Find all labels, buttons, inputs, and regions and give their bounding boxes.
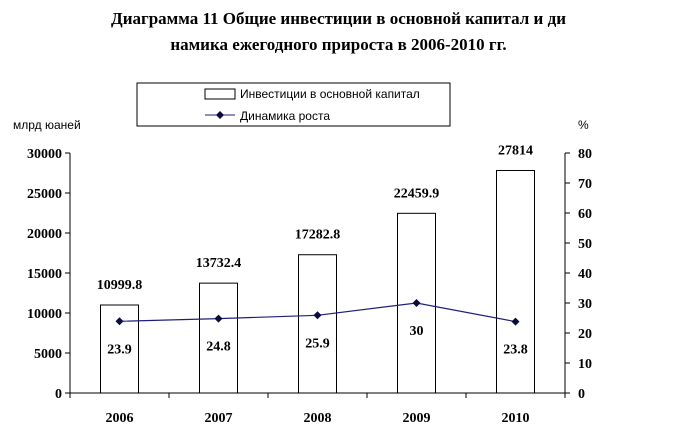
bar [199,282,238,394]
right-tick-label: 20 [578,327,592,342]
bar [496,169,535,394]
line-value-label: 25.9 [305,336,330,351]
data-labels: 10999.8 13732.4 17282.8 22459.9 27814 23.9 24.… [97,143,533,357]
legend-diamond-marker [216,111,224,119]
left-tick-label: 15000 [27,267,62,282]
line-value-label: 23.9 [107,342,132,357]
right-tick-label: 60 [578,207,592,222]
left-tick-label: 30000 [27,147,62,162]
left-axis-unit-label: млрд юаней [13,118,81,132]
chart-title: Диаграмма 11 Общие инвестиции в основной… [0,6,677,58]
line-series [115,299,520,326]
bar-value-label: 17282.8 [295,228,341,243]
left-tick-label: 10000 [27,307,62,322]
right-tick-label: 70 [578,177,592,192]
chart-title-line-2: намика ежегодного прироста в 2006-2010 г… [170,35,507,54]
line-value-label: 23.8 [503,343,528,358]
line-point-marker [511,317,520,326]
x-tick-label: 2007 [205,411,233,426]
right-tick-label: 10 [578,357,592,372]
line-point-marker [115,317,124,326]
x-tick-label: 2006 [106,411,134,426]
line-value-label: 30 [410,324,424,339]
left-tick-label: 0 [55,387,62,402]
left-tick-label: 5000 [34,347,62,362]
x-tick-label: 2008 [304,411,332,426]
right-tick-label: 50 [578,237,592,252]
right-tick-label: 30 [578,297,592,312]
bar-value-label: 10999.8 [97,278,143,293]
x-tick-label: 2010 [502,411,530,426]
bar-value-label: 13732.4 [196,256,242,271]
bar [298,254,337,394]
line-point-marker [313,311,322,320]
left-tick-label: 20000 [27,227,62,242]
left-tick-label: 25000 [27,187,62,202]
bar-value-label: 22459.9 [394,186,440,201]
legend-box [136,82,451,127]
chart-legend: Инвестиции в основной капитал Динамика р… [136,82,451,127]
chart-title-line-1: Диаграмма 11 Общие инвестиции в основной… [111,9,566,28]
legend-label-bars: Инвестиции в основной капитал [240,87,420,101]
right-tick-label: 80 [578,147,592,162]
bar-value-label: 27814 [498,143,533,158]
legend-label-line: Динамика роста [240,109,330,123]
bar-series [100,169,535,394]
right-tick-label: 40 [578,267,592,282]
line-point-marker [412,299,421,307]
x-tick-label: 2009 [403,411,431,426]
line-value-label: 24.8 [206,340,231,355]
right-tick-label: 0 [578,387,585,402]
right-axis-unit-label: % [578,118,589,132]
legend-bar-swatch [204,88,236,100]
line-point-marker [214,314,223,323]
